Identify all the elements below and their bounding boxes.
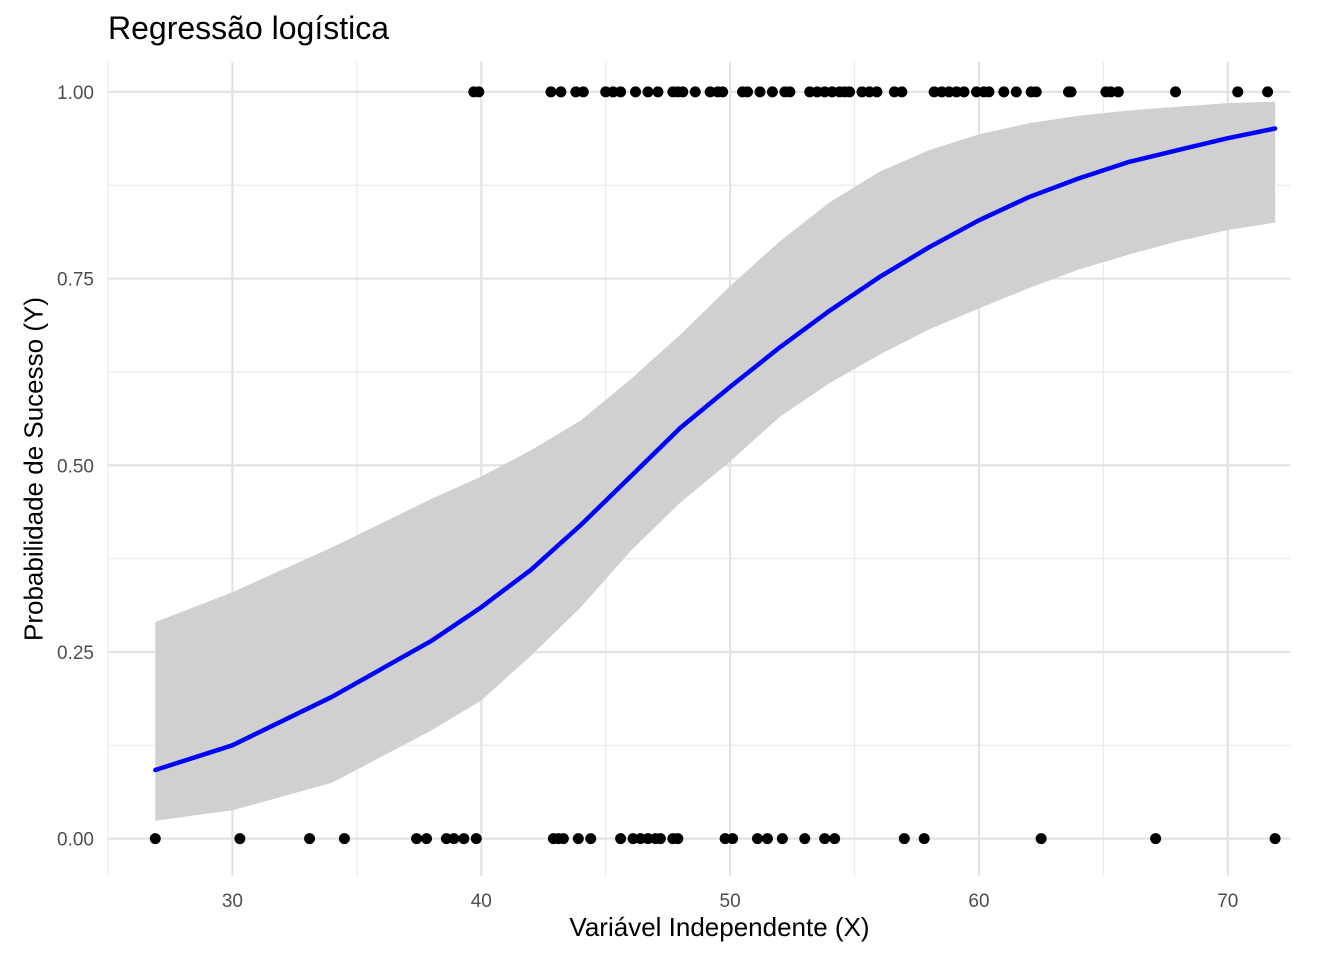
- data-point: [689, 86, 701, 98]
- y-axis-label: Probabilidade de Sucesso (Y): [18, 297, 49, 641]
- data-point: [585, 833, 597, 845]
- data-point: [1232, 86, 1244, 98]
- data-point: [1150, 833, 1162, 845]
- y-axis-ticks: 0.00 0.25 0.50 0.75 1.00: [57, 83, 94, 851]
- chart-title: Regressão logística: [108, 10, 390, 46]
- data-point: [473, 86, 485, 98]
- data-point: [338, 833, 350, 845]
- data-point: [1035, 833, 1047, 845]
- x-tick-label: 30: [222, 891, 243, 912]
- data-point: [727, 833, 739, 845]
- data-point: [819, 833, 831, 845]
- data-point: [766, 86, 778, 98]
- logistic-curve: [153, 126, 1278, 773]
- data-point: [918, 833, 930, 845]
- data-point: [998, 86, 1010, 98]
- data-point: [677, 86, 689, 98]
- data-point: [1010, 86, 1022, 98]
- x-tick-label: 50: [720, 891, 741, 912]
- data-point: [761, 833, 773, 845]
- data-point: [742, 86, 754, 98]
- data-point: [572, 833, 584, 845]
- data-point: [234, 833, 246, 845]
- data-point: [149, 833, 161, 845]
- data-point: [411, 833, 423, 845]
- data-point: [642, 86, 654, 98]
- data-point: [615, 86, 627, 98]
- data-point: [751, 833, 763, 845]
- y-tick-label: 1.00: [57, 83, 94, 104]
- y-tick-label: 0.50: [57, 456, 94, 477]
- data-point: [717, 86, 729, 98]
- data-point: [844, 86, 856, 98]
- x-tick-label: 60: [968, 891, 989, 912]
- y-tick-label: 0.25: [57, 643, 94, 664]
- data-point: [654, 833, 666, 845]
- data-point: [448, 833, 460, 845]
- data-point: [1269, 833, 1281, 845]
- data-point: [784, 86, 796, 98]
- data-point: [545, 86, 557, 98]
- fit-line-layer: [153, 126, 1278, 773]
- data-point: [871, 86, 883, 98]
- data-point: [577, 86, 589, 98]
- data-point: [754, 86, 766, 98]
- data-point: [1262, 86, 1274, 98]
- confidence-band-layer: [155, 101, 1276, 821]
- data-point: [983, 86, 995, 98]
- x-axis-label: Variável Independente (X): [569, 912, 870, 942]
- data-point: [829, 833, 841, 845]
- data-point: [557, 833, 569, 845]
- data-point: [1170, 86, 1182, 98]
- data-point: [958, 86, 970, 98]
- data-point: [1030, 86, 1042, 98]
- y-tick-label: 0.75: [57, 270, 94, 291]
- data-point: [470, 833, 482, 845]
- data-point: [304, 833, 316, 845]
- data-point: [799, 833, 811, 845]
- x-axis-ticks: 30 40 50 60 70: [222, 891, 1239, 912]
- data-point: [776, 833, 788, 845]
- data-point: [898, 833, 910, 845]
- data-point: [421, 833, 433, 845]
- data-point: [896, 86, 908, 98]
- data-point: [672, 833, 684, 845]
- y-tick-label: 0.00: [57, 830, 94, 851]
- points-layer: [149, 86, 1281, 845]
- data-point: [458, 833, 470, 845]
- data-point: [630, 86, 642, 98]
- data-point: [1112, 86, 1124, 98]
- data-point: [1065, 86, 1077, 98]
- data-point: [555, 86, 567, 98]
- x-tick-label: 40: [471, 891, 492, 912]
- confidence-band: [155, 101, 1276, 821]
- x-tick-label: 70: [1217, 891, 1238, 912]
- data-point: [615, 833, 627, 845]
- data-point: [652, 86, 664, 98]
